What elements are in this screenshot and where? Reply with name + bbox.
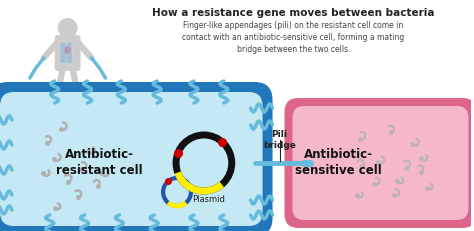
- Text: Antibiotic-
sensitive cell: Antibiotic- sensitive cell: [295, 149, 382, 177]
- FancyBboxPatch shape: [67, 43, 72, 63]
- FancyBboxPatch shape: [0, 82, 273, 231]
- Text: Pili
bridge: Pili bridge: [263, 130, 296, 150]
- Text: Plasmid: Plasmid: [192, 195, 225, 204]
- Ellipse shape: [62, 43, 73, 57]
- FancyBboxPatch shape: [61, 43, 65, 63]
- Ellipse shape: [64, 46, 71, 54]
- Circle shape: [58, 18, 78, 38]
- Text: How a resistance gene moves between bacteria: How a resistance gene moves between bact…: [152, 8, 435, 18]
- Text: Finger-like appendages (pili) on the resistant cell come in
contact with an anti: Finger-like appendages (pili) on the res…: [182, 21, 404, 54]
- FancyBboxPatch shape: [284, 98, 474, 228]
- FancyBboxPatch shape: [0, 92, 263, 226]
- FancyBboxPatch shape: [55, 35, 81, 71]
- Text: Antibiotic-
resistant cell: Antibiotic- resistant cell: [56, 148, 143, 176]
- FancyBboxPatch shape: [292, 106, 468, 220]
